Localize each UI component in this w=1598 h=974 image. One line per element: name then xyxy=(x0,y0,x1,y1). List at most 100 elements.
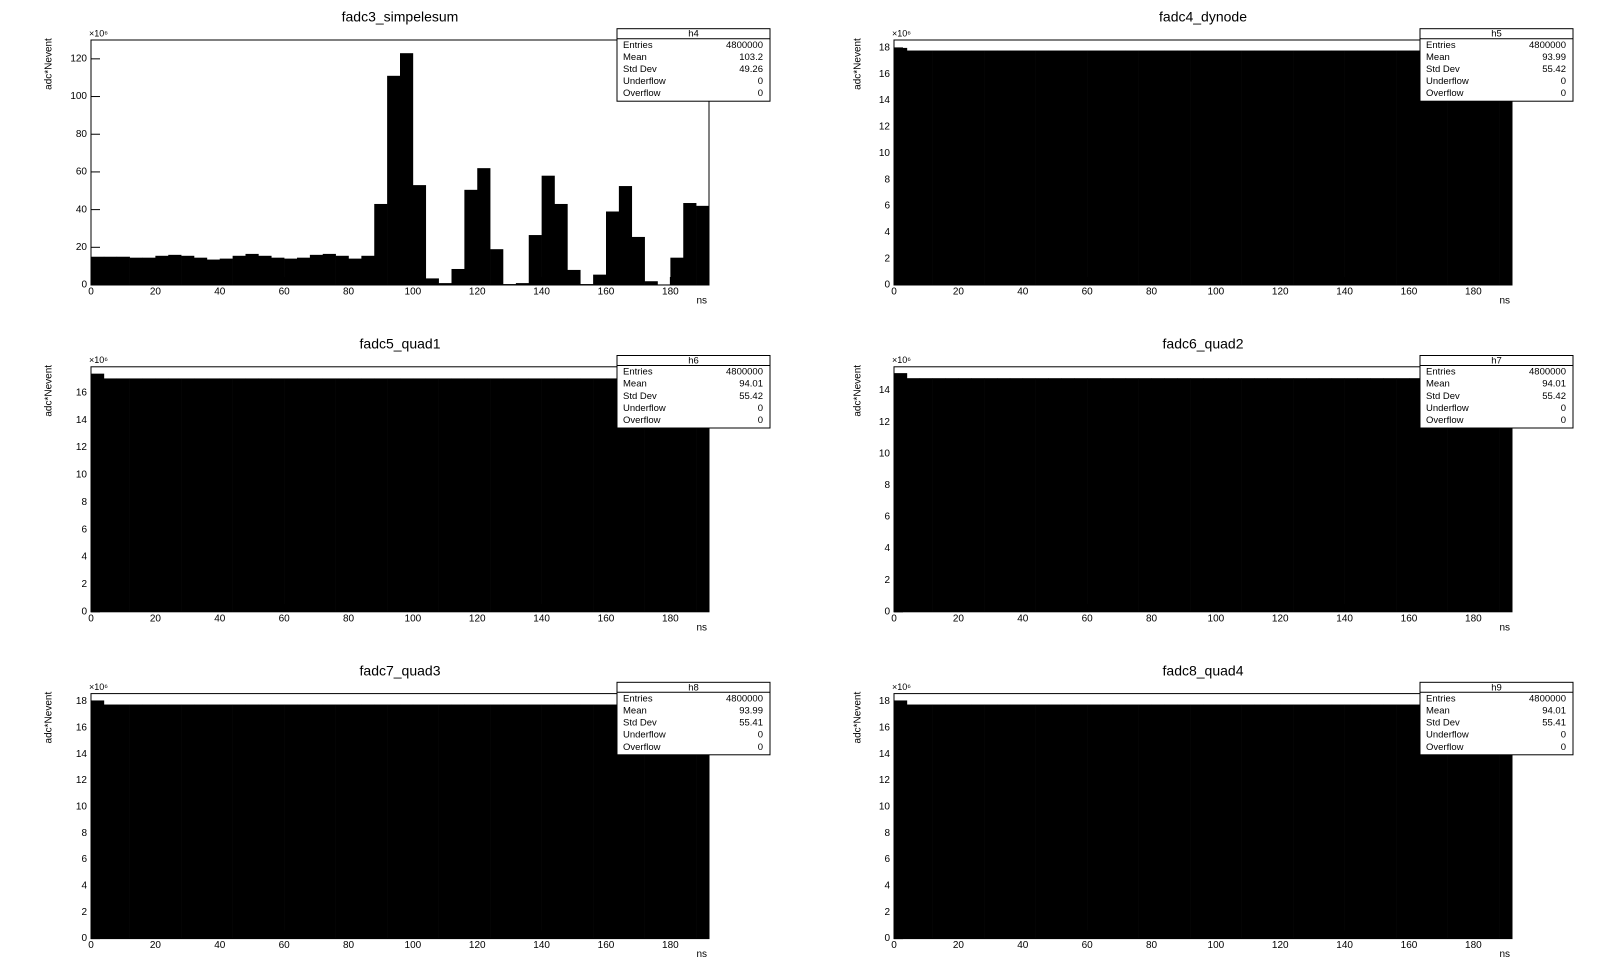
y-tick-label: 4 xyxy=(884,543,890,554)
histogram-bar xyxy=(297,704,311,939)
histogram-bar xyxy=(309,378,324,612)
y-multiplier: ×10⁶ xyxy=(89,355,108,365)
histogram-bar xyxy=(1203,378,1217,612)
histogram-bar xyxy=(155,255,169,285)
plot-frame xyxy=(893,366,1513,613)
y-tick-label: 10 xyxy=(879,802,891,813)
stats-box xyxy=(616,681,771,756)
stats-value: 0 xyxy=(758,76,763,87)
y-tick-label: 6 xyxy=(884,201,890,212)
stats-label: Mean xyxy=(623,705,647,716)
histogram-bar xyxy=(91,256,105,285)
x-tick-label: 60 xyxy=(1082,613,1094,624)
histogram-bar xyxy=(142,257,156,285)
chart-title: fadc5_quad1 xyxy=(360,336,441,352)
x-tick-label: 20 xyxy=(150,613,162,624)
y-tick-label: 6 xyxy=(884,854,890,865)
histogram-bar xyxy=(1087,704,1101,939)
histogram-bar xyxy=(1125,50,1139,286)
histogram-bar xyxy=(644,704,658,939)
histogram-bar xyxy=(219,704,233,939)
y-tick-label: 14 xyxy=(879,95,891,106)
y-tick-label: 16 xyxy=(76,722,88,733)
y-tick-label: 4 xyxy=(81,881,87,892)
histogram-bar xyxy=(116,378,130,612)
stats-value: 55.42 xyxy=(1542,391,1566,402)
stats-label: Entries xyxy=(1426,367,1456,378)
stats-label: Underflow xyxy=(1426,730,1469,741)
histogram-bar xyxy=(219,378,233,612)
histogram-bar xyxy=(1087,50,1101,286)
y-tick-label: 40 xyxy=(76,204,88,215)
histogram-bar xyxy=(1009,704,1024,939)
histogram-bar xyxy=(670,704,684,939)
histogram-bar xyxy=(232,378,246,612)
histogram-bar xyxy=(1177,378,1191,612)
histogram-bar xyxy=(696,378,710,612)
histogram-bar xyxy=(206,378,221,612)
x-tick-label: 60 xyxy=(1082,287,1094,298)
histogram-bar xyxy=(1280,704,1294,939)
histogram-bar xyxy=(477,168,491,285)
y-tick-label: 10 xyxy=(879,148,891,159)
histogram-bar xyxy=(1190,50,1204,286)
x-tick-label: 180 xyxy=(662,940,679,951)
histogram-bar xyxy=(361,255,375,285)
stats-value: 0 xyxy=(758,403,763,414)
histogram-bar xyxy=(129,378,143,612)
histogram-bar xyxy=(683,203,697,285)
histogram-bar xyxy=(297,378,311,612)
x-tick-label: 180 xyxy=(662,613,679,624)
histogram-bar xyxy=(1074,50,1088,286)
x-tick-label: 140 xyxy=(533,613,550,624)
histogram-bar xyxy=(490,249,504,285)
stats-label: Underflow xyxy=(1426,403,1469,414)
histogram-bar xyxy=(567,269,581,285)
histogram-bar xyxy=(335,704,349,939)
histogram-bar xyxy=(657,704,671,939)
stats-value: 0 xyxy=(758,730,763,741)
stats-label: Underflow xyxy=(623,403,666,414)
histogram-bar xyxy=(1396,50,1410,286)
x-tick-label: 100 xyxy=(1208,613,1225,624)
stats-label: Overflow xyxy=(1426,415,1464,426)
histogram-bar xyxy=(1396,704,1410,939)
histogram-bar xyxy=(271,704,285,939)
plot-frame xyxy=(893,693,1513,940)
histogram-bar xyxy=(1138,378,1152,612)
histogram-bar xyxy=(958,704,972,939)
histogram-bar xyxy=(271,378,285,612)
y-tick-label: 8 xyxy=(884,828,890,839)
histogram-bar xyxy=(593,378,607,612)
x-axis-label: ns xyxy=(696,622,707,633)
histogram-bar xyxy=(477,704,491,939)
histogram-bar xyxy=(932,378,946,612)
histogram-bar xyxy=(1486,704,1500,939)
stats-value: 94.01 xyxy=(1542,379,1566,390)
histogram-bar xyxy=(1357,50,1371,286)
y-tick-label: 10 xyxy=(76,470,88,481)
histogram-bar xyxy=(984,378,998,612)
histogram-bar xyxy=(1280,378,1294,612)
x-tick-label: 120 xyxy=(469,940,486,951)
histogram-bar xyxy=(971,704,985,939)
stats-label: Underflow xyxy=(623,730,666,741)
x-tick-label: 160 xyxy=(1401,287,1418,298)
histogram-bar xyxy=(670,257,684,285)
x-tick-label: 120 xyxy=(469,613,486,624)
x-tick-label: 180 xyxy=(1465,613,1482,624)
histogram-bar xyxy=(194,704,208,939)
histogram-bar xyxy=(206,259,221,285)
histogram-bar xyxy=(464,189,478,285)
histogram-bar xyxy=(958,50,972,286)
histogram-bar xyxy=(1241,378,1255,612)
histogram-bar xyxy=(528,378,542,612)
y-tick-label: 12 xyxy=(76,442,88,453)
histogram-bar xyxy=(1396,378,1410,612)
stats-label: Overflow xyxy=(1426,742,1464,753)
histogram-bar xyxy=(1499,50,1513,286)
histogram-bar xyxy=(284,704,298,939)
histogram-bar xyxy=(593,274,607,285)
chart-title: fadc7_quad3 xyxy=(360,662,441,678)
x-tick-label: 0 xyxy=(88,613,94,624)
